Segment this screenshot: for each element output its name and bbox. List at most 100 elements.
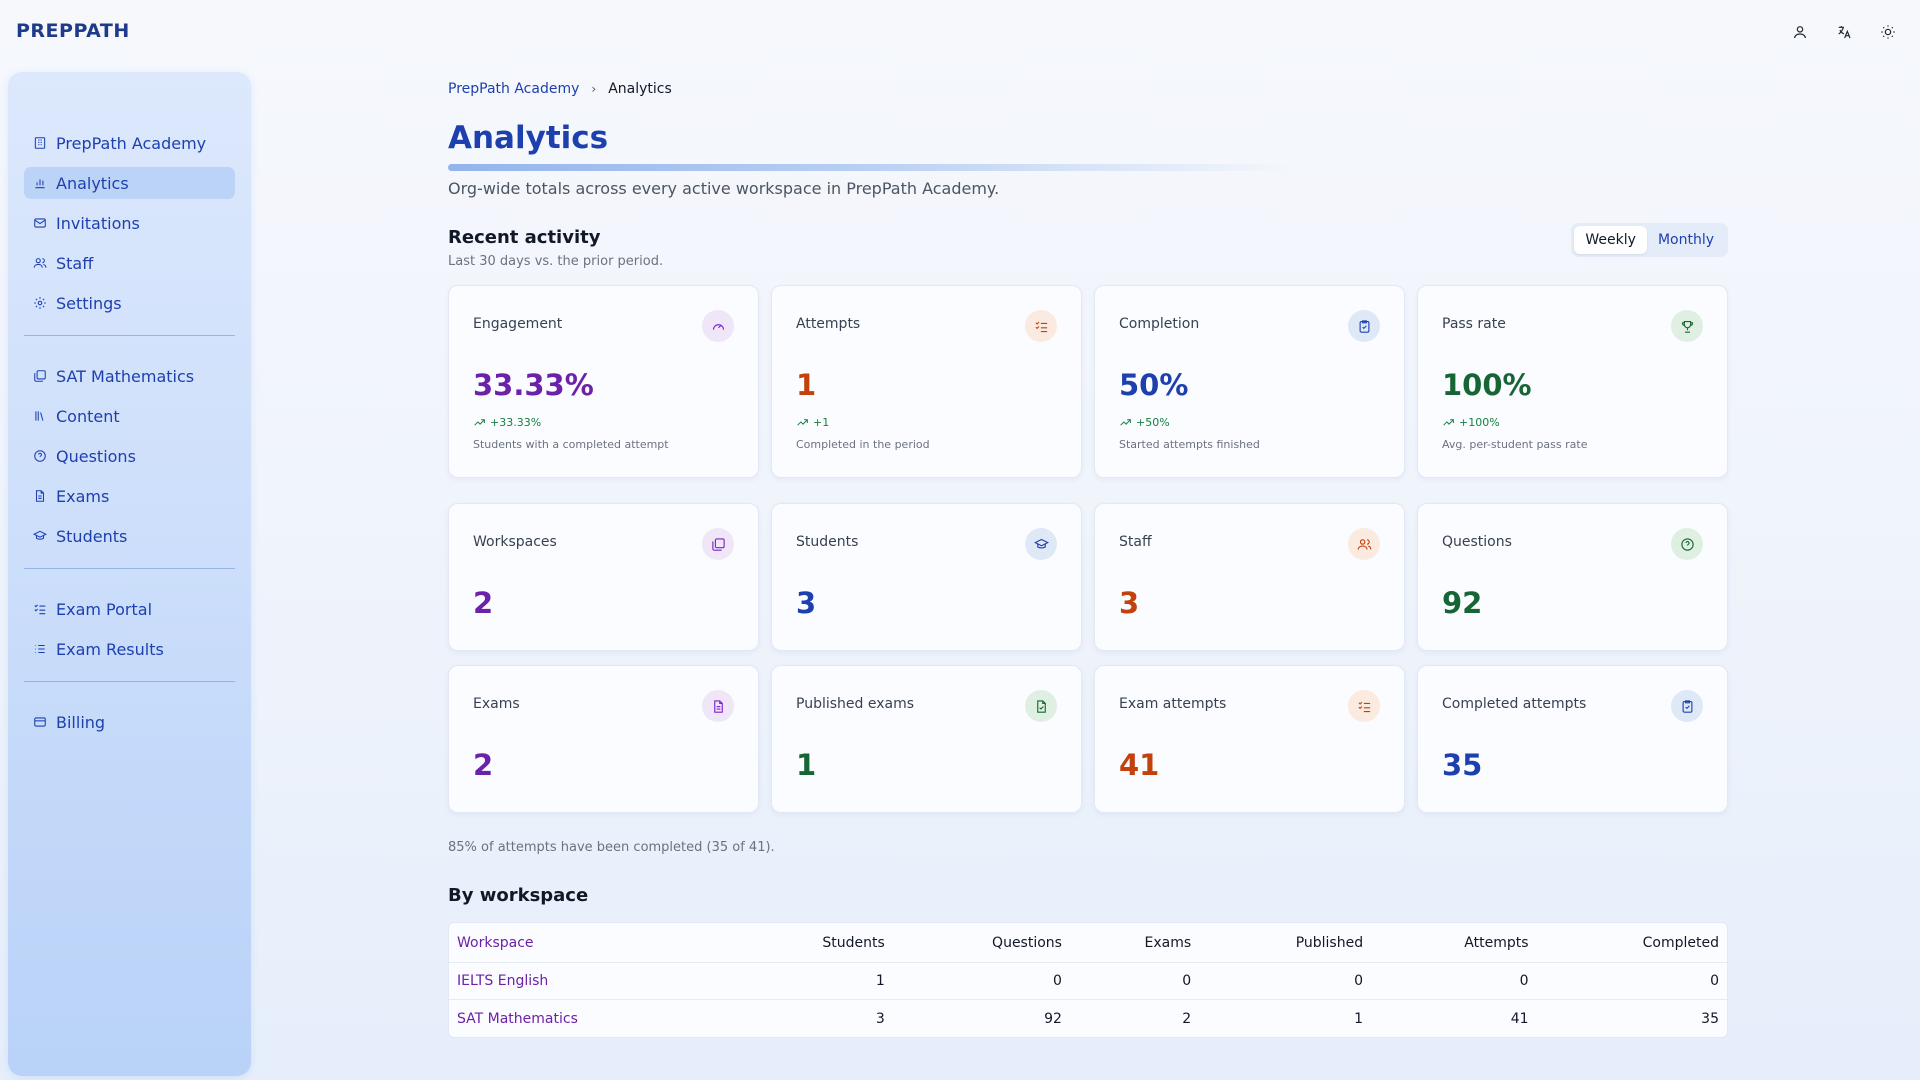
sidebar-item-billing[interactable]: Billing — [24, 706, 235, 738]
stat-card-value: 3 — [1119, 586, 1140, 620]
sidebar-item-questions[interactable]: Questions — [24, 440, 235, 472]
stat-card-label: Exam attempts — [1119, 696, 1227, 712]
user-icon[interactable] — [1788, 20, 1812, 44]
sidebar-item-label: Settings — [56, 293, 122, 313]
layers-icon — [702, 528, 734, 560]
stat-card-label: Staff — [1119, 534, 1152, 550]
sun-icon[interactable] — [1876, 20, 1900, 44]
sidebar-item-staff[interactable]: Staff — [24, 247, 235, 279]
recent-activity-title: Recent activity — [448, 227, 601, 248]
stat-card-description: Started attempts finished — [1119, 438, 1260, 451]
sidebar-item-sat-mathematics[interactable]: SAT Mathematics — [24, 360, 235, 392]
stat-card-students: Students 3 — [771, 503, 1082, 651]
mail-icon — [33, 216, 47, 230]
sidebar: PrepPath Academy Analytics Invitations Staf… — [8, 72, 251, 1076]
table-row: SAT Mathematics 3 92 2 1 41 35 — [449, 1000, 1727, 1037]
stat-card-label: Questions — [1442, 534, 1512, 550]
breadcrumb: PrepPath Academy › Analytics — [448, 81, 672, 97]
stat-card-label: Workspaces — [473, 534, 557, 550]
stat-card-completed-attempts: Completed attempts 35 — [1417, 665, 1728, 813]
credit-card-icon — [33, 715, 47, 729]
stat-card-value: 92 — [1442, 586, 1483, 620]
file-check-icon — [1025, 690, 1057, 722]
sidebar-divider — [24, 335, 235, 336]
users-icon — [33, 256, 47, 270]
sidebar-item-preppath-academy[interactable]: PrepPath Academy — [24, 127, 235, 159]
trophy-icon — [1671, 310, 1703, 342]
workspace-link[interactable]: SAT Mathematics — [457, 1010, 578, 1027]
stat-card-label: Attempts — [796, 316, 861, 332]
stat-card-trend: +50% — [1119, 416, 1170, 429]
page-subtitle: Org-wide totals across every active work… — [448, 179, 1000, 198]
sidebar-item-invitations[interactable]: Invitations — [24, 207, 235, 239]
stat-card-description: Avg. per-student pass rate — [1442, 438, 1588, 451]
table-cell: 1 — [1354, 1010, 1364, 1027]
sidebar-item-settings[interactable]: Settings — [24, 287, 235, 319]
table-cell: 2 — [1182, 1010, 1192, 1027]
trend-up-icon — [473, 416, 490, 429]
sidebar-item-content[interactable]: Content — [24, 400, 235, 432]
sidebar-item-students[interactable]: Students — [24, 520, 235, 552]
list-icon — [33, 642, 47, 656]
workspace-link[interactable]: IELTS English — [449, 963, 732, 1000]
stat-card-label: Students — [796, 534, 859, 550]
breadcrumb-parent-link[interactable]: PrepPath Academy — [448, 81, 580, 97]
stat-card-label: Completed attempts — [1442, 696, 1587, 712]
stat-card-trend: +1 — [796, 416, 829, 429]
stat-card-value: 35 — [1442, 748, 1483, 782]
list-checks-icon — [33, 602, 47, 616]
stat-card-value: 41 — [1119, 748, 1160, 782]
sidebar-item-label: PrepPath Academy — [56, 133, 207, 153]
help-circle-icon — [33, 449, 47, 463]
table-row: IELTS English 1 0 0 0 0 0 — [449, 963, 1727, 1000]
sidebar-item-exam-results[interactable]: Exam Results — [24, 633, 235, 665]
sidebar-item-analytics[interactable]: Analytics — [24, 167, 235, 199]
page-title: Analytics — [448, 120, 609, 156]
trend-up-icon — [1442, 416, 1459, 429]
stat-card-value: 2 — [473, 748, 494, 782]
sidebar-item-label: Billing — [56, 712, 106, 732]
top-toolbar — [1788, 20, 1900, 44]
building-icon — [33, 136, 47, 150]
chevron-right-icon: › — [591, 82, 597, 96]
translate-icon[interactable] — [1832, 20, 1856, 44]
stat-card-description: Students with a completed attempt — [473, 438, 669, 451]
stat-card-label: Exams — [473, 696, 520, 712]
recent-activity-subtitle: Last 30 days vs. the prior period. — [448, 254, 664, 269]
sidebar-item-label: Exam Portal — [56, 599, 153, 619]
sidebar-divider — [24, 568, 235, 569]
workspace-table: Workspace Students Questions Exams Published… — [448, 922, 1728, 1038]
column-header-attempts: Attempts — [1371, 923, 1537, 963]
stat-card-value: 1 — [796, 368, 817, 402]
stat-card-trend-value: +1 — [813, 416, 830, 429]
stat-card-label: Pass rate — [1442, 316, 1506, 332]
toggle-weekly[interactable]: Weekly — [1574, 226, 1647, 254]
sidebar-item-label: Invitations — [56, 213, 140, 233]
bar-chart-icon — [33, 176, 47, 190]
trend-up-icon — [796, 416, 813, 429]
table-cell: 41 — [1510, 1010, 1529, 1027]
toggle-monthly[interactable]: Monthly — [1657, 232, 1714, 248]
stat-card-label: Engagement — [473, 316, 563, 332]
stat-card-trend-value: +50% — [1136, 416, 1170, 429]
stat-card-value: 3 — [796, 586, 817, 620]
clipboard-check-icon — [1671, 690, 1703, 722]
sidebar-item-exams[interactable]: Exams — [24, 480, 235, 512]
graduation-cap-icon — [1025, 528, 1057, 560]
stat-card-exams: Exams 2 — [448, 665, 759, 813]
graduation-cap-icon — [33, 529, 47, 543]
clipboard-check-icon — [1348, 310, 1380, 342]
table-cell: 35 — [1701, 1010, 1719, 1027]
sidebar-item-label: Content — [56, 406, 120, 426]
table-cell: 92 — [1044, 1010, 1062, 1027]
table-cell: 0 — [1199, 963, 1372, 1000]
stat-card-trend-value: +33.33% — [490, 416, 542, 429]
breadcrumb-current: Analytics — [608, 81, 672, 97]
completion-note: 85% of attempts have been completed (35 … — [448, 840, 775, 855]
list-checks-icon — [1348, 690, 1380, 722]
stat-card-value: 50% — [1119, 368, 1189, 402]
column-header-students: Students — [731, 923, 893, 963]
brand-logo[interactable]: PREPPATH — [16, 20, 130, 42]
sidebar-item-exam-portal[interactable]: Exam Portal — [24, 593, 235, 625]
library-icon — [33, 409, 47, 423]
